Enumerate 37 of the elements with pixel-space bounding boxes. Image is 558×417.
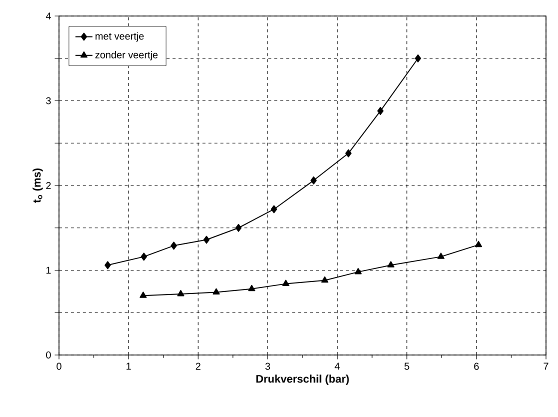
- x-tick-label: 4: [334, 362, 340, 370]
- x-tick-label: 7: [544, 362, 548, 370]
- point: [437, 252, 444, 259]
- legend-label: met veertje: [96, 32, 144, 42]
- point: [354, 268, 362, 274]
- point: [140, 292, 147, 298]
- point: [345, 149, 352, 158]
- y-axis-title: t$_{o}$ (ms): [32, 168, 43, 203]
- x-tick-label: 3: [265, 362, 270, 370]
- y-tick-label: 4: [46, 12, 51, 20]
- legend-label: zonder veertje: [95, 51, 158, 60]
- point: [177, 290, 184, 296]
- point: [414, 54, 422, 62]
- y-tick-label: 1: [46, 266, 51, 274]
- y-tick-label: 3: [46, 97, 51, 104]
- x-tick-label: 2: [196, 362, 200, 370]
- point: [212, 288, 220, 295]
- point: [140, 252, 148, 261]
- point: [203, 236, 210, 244]
- x-axis-title: Drukverschil (bar): [256, 374, 349, 385]
- point: [104, 261, 111, 270]
- x-tick-label: 6: [474, 362, 479, 370]
- point: [170, 242, 177, 250]
- point: [310, 176, 317, 184]
- point: [282, 280, 290, 286]
- point: [387, 261, 394, 268]
- point: [321, 276, 328, 283]
- point: [474, 240, 482, 248]
- point: [377, 106, 384, 115]
- point: [248, 284, 256, 292]
- y-tick-label: 0: [46, 351, 51, 359]
- point: [235, 224, 242, 232]
- x-tick-label: 5: [404, 362, 410, 370]
- point: [270, 205, 278, 214]
- y-tick-label: 2: [46, 182, 51, 189]
- x-tick-label: 1: [126, 362, 131, 370]
- x-tick-label: 0: [56, 362, 62, 370]
